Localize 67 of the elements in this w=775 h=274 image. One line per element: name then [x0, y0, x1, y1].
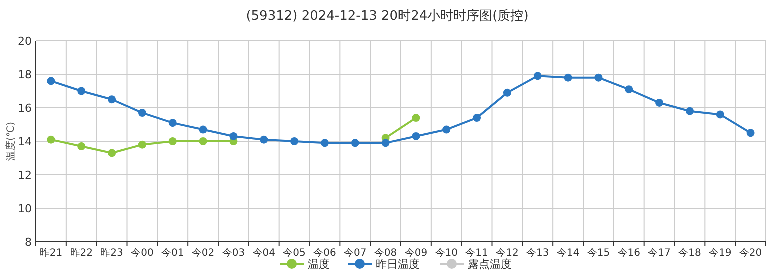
- x-tick-label: 今11: [466, 247, 488, 259]
- y-tick-label: 12: [18, 169, 32, 182]
- legend-label: 温度: [308, 258, 330, 271]
- point: [686, 107, 694, 116]
- x-tick-label: 今00: [131, 247, 154, 259]
- point: [260, 136, 268, 144]
- x-tick-label: 今14: [556, 247, 580, 259]
- x-tick-label: 今19: [709, 247, 732, 259]
- x-tick-label: 今18: [678, 247, 702, 259]
- point: [78, 87, 86, 96]
- point: [412, 114, 420, 122]
- y-tick-label: 16: [18, 102, 32, 115]
- x-tick-label: 今05: [283, 247, 306, 259]
- y-tick-label: 10: [18, 202, 32, 216]
- x-tick-label: 今20: [739, 247, 762, 259]
- y-tick-label: 8: [25, 236, 32, 249]
- x-tick-label: 今06: [314, 247, 336, 259]
- point: [382, 139, 390, 148]
- point: [503, 88, 512, 97]
- point: [656, 98, 664, 107]
- point: [473, 114, 482, 122]
- point: [230, 132, 238, 140]
- x-tick-label: 今17: [648, 247, 671, 259]
- y-axis-title: 温度(℃): [5, 122, 17, 162]
- point: [442, 126, 451, 134]
- y-tick-label: 14: [18, 136, 32, 148]
- point: [47, 77, 56, 86]
- point: [746, 129, 755, 138]
- point: [108, 149, 116, 158]
- point: [351, 139, 360, 148]
- x-tick-label: 今09: [404, 247, 428, 259]
- point: [412, 132, 420, 140]
- point: [594, 74, 603, 82]
- x-tick-label: 今08: [374, 247, 398, 259]
- point: [138, 109, 146, 118]
- x-tick-label: 今12: [496, 247, 519, 259]
- x-tick-label: 今01: [162, 247, 184, 259]
- point: [625, 86, 634, 94]
- point: [78, 142, 86, 151]
- point: [168, 119, 177, 128]
- point: [108, 96, 116, 104]
- legend-label: 昨日温度: [376, 258, 420, 271]
- x-tick-label: 今13: [526, 247, 550, 259]
- point: [199, 126, 208, 134]
- point: [138, 140, 146, 149]
- point: [564, 74, 572, 82]
- x-tick-label: 今02: [192, 247, 215, 259]
- x-tick-label: 今10: [435, 247, 458, 259]
- x-tick-label: 昨23: [100, 247, 124, 259]
- x-tick-label: 今16: [618, 247, 640, 259]
- legend-label: 露点温度: [468, 258, 512, 271]
- chart-title: (59312) 2024-12-13 20时24小时时序图(质控): [246, 8, 529, 24]
- y-tick-label: 20: [18, 35, 32, 48]
- x-tick-label: 昨22: [70, 247, 93, 259]
- x-tick-label: 今04: [252, 247, 276, 259]
- x-tick-label: 今15: [587, 247, 610, 259]
- point: [47, 136, 56, 144]
- point: [168, 138, 177, 146]
- point: [199, 138, 208, 146]
- point: [716, 110, 724, 119]
- x-tick-label: 今07: [344, 247, 367, 259]
- y-tick-label: 18: [18, 68, 32, 82]
- point: [534, 72, 542, 80]
- point: [290, 138, 299, 146]
- point: [320, 139, 329, 148]
- x-tick-label: 今03: [222, 247, 246, 259]
- x-tick-label: 昨21: [40, 247, 63, 259]
